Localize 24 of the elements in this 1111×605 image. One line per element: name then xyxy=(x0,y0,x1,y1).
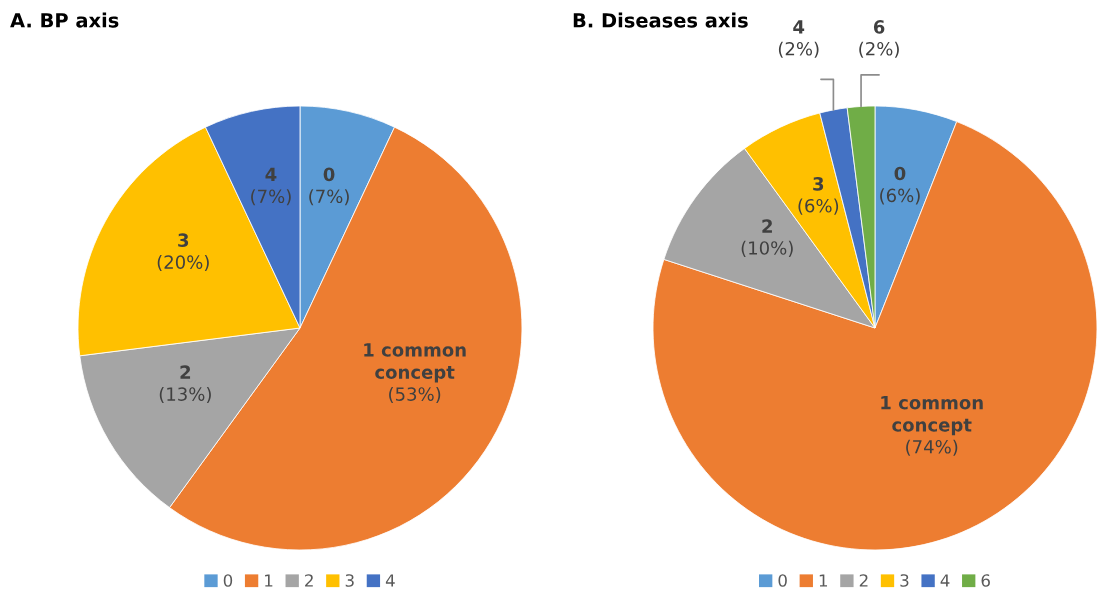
legend-label: 2 xyxy=(859,574,868,587)
legend-label: 6 xyxy=(981,574,990,587)
data-label: 3 (6%) xyxy=(798,177,839,215)
legend-label: 4 xyxy=(385,574,395,587)
legend-label: 4 xyxy=(940,574,950,587)
data-label: 3 (20%) xyxy=(157,233,209,272)
chart-title: B. Diseases axis xyxy=(573,12,748,28)
legend-label: 1 xyxy=(819,574,828,587)
legend-label: 0 xyxy=(778,574,787,587)
legend-label: 0 xyxy=(223,574,233,587)
legend-label: 3 xyxy=(345,574,354,587)
legend-label: 3 xyxy=(900,574,909,587)
legend-label: 2 xyxy=(305,574,313,587)
chart-title: A. BP axis xyxy=(10,12,119,28)
data-label: 0 (6%) xyxy=(880,166,920,205)
data-label: 6 (2%) xyxy=(859,20,899,58)
data-label: 1 common concept (53%) xyxy=(364,343,466,404)
data-label: 1 common concept (74%) xyxy=(881,396,983,456)
data-label: 2 (10%) xyxy=(741,219,793,257)
data-label: 0 (7%) xyxy=(309,167,349,206)
data-label: 2 (13%) xyxy=(159,365,211,404)
data-label: 4 (2%) xyxy=(778,20,819,58)
data-label: 4 (7%) xyxy=(251,167,291,206)
legend-label: 1 xyxy=(265,574,273,587)
